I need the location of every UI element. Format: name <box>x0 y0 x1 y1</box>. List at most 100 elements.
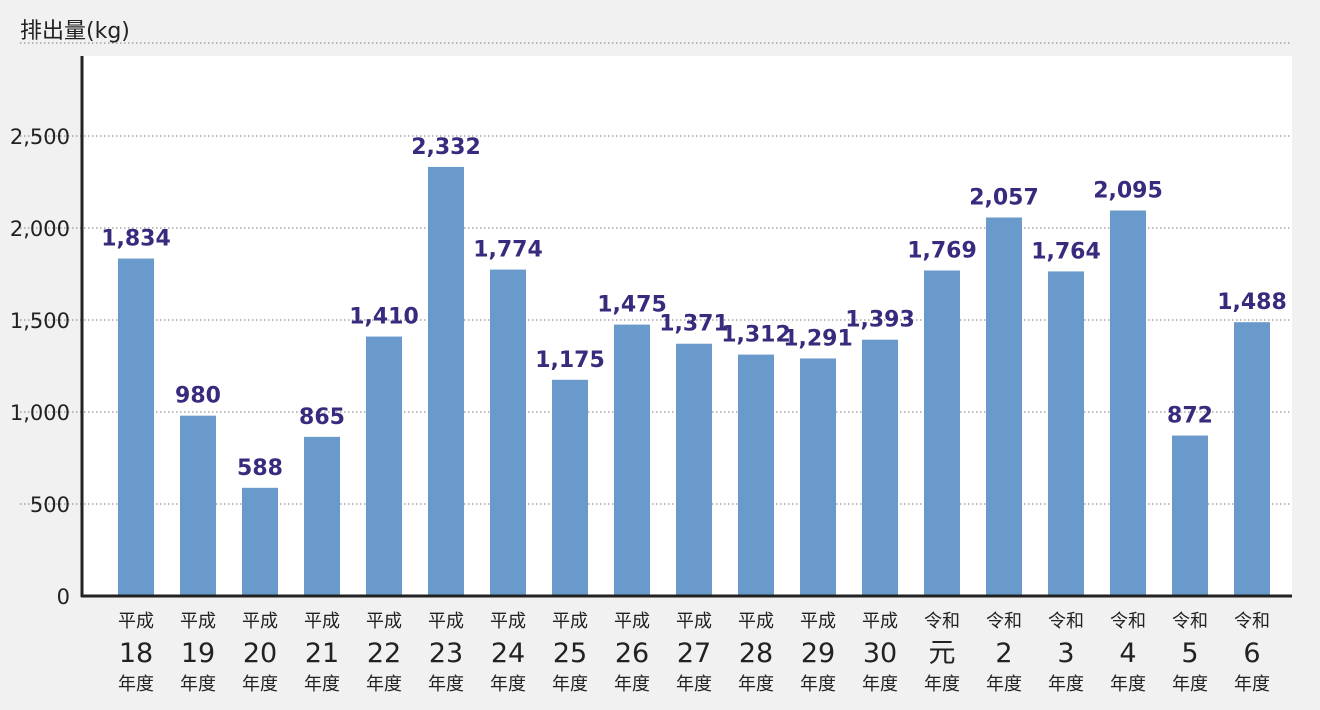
x-tick-label: 令和 3 年度 <box>1048 611 1084 695</box>
bar <box>180 415 216 596</box>
x-tick-label: 平成 24 年度 <box>490 611 526 695</box>
value-label: 1,291 <box>783 326 853 351</box>
x-tick-suffix: 年度 <box>1048 674 1084 695</box>
x-tick-number: 20 <box>243 638 277 669</box>
x-tick-suffix: 年度 <box>862 674 898 695</box>
x-tick-number: 元 <box>929 638 956 669</box>
bar <box>862 339 898 596</box>
bar <box>1234 322 1270 596</box>
x-tick-suffix: 年度 <box>552 674 588 695</box>
y-tick-label: 2,000 <box>10 217 70 241</box>
x-tick-number: 23 <box>429 638 463 669</box>
x-tick-label: 平成 20 年度 <box>242 611 278 695</box>
x-tick-number: 30 <box>863 638 897 669</box>
x-tick-era: 平成 <box>552 611 588 632</box>
bar <box>304 436 340 596</box>
x-tick-label: 平成 19 年度 <box>180 611 216 695</box>
y-tick-label: 500 <box>30 493 70 517</box>
bar <box>986 217 1022 596</box>
value-label: 2,057 <box>969 186 1039 211</box>
value-label: 865 <box>299 405 345 430</box>
value-label: 588 <box>237 456 283 481</box>
x-tick-era: 令和 <box>1172 611 1208 632</box>
x-tick-era: 平成 <box>180 611 216 632</box>
x-tick-number: 25 <box>553 638 587 669</box>
x-tick-era: 令和 <box>986 611 1022 632</box>
value-label: 1,764 <box>1031 239 1101 264</box>
value-label: 1,175 <box>535 348 605 373</box>
y-tick-labels: 0 500 1,000 1,500 2,000 2,500 <box>10 125 70 609</box>
x-tick-label: 平成 30 年度 <box>862 611 898 695</box>
x-tick-suffix: 年度 <box>1110 674 1146 695</box>
bar <box>800 358 836 596</box>
x-tick-label: 令和 6 年度 <box>1234 611 1270 695</box>
x-tick-suffix: 年度 <box>428 674 464 695</box>
x-tick-number: 5 <box>1181 638 1198 669</box>
bar <box>676 343 712 596</box>
x-tick-era: 令和 <box>1048 611 1084 632</box>
x-tick-label: 平成 28 年度 <box>738 611 774 695</box>
bars <box>118 166 1270 597</box>
y-axis-title: 排出量(kg) <box>20 19 130 44</box>
x-tick-number: 27 <box>677 638 711 669</box>
x-tick-suffix: 年度 <box>924 674 960 695</box>
value-label: 1,774 <box>473 238 543 263</box>
y-tick-label: 0 <box>57 585 70 609</box>
x-tick-labels: 平成18年度平成19年度平成20年度平成21年度平成22年度平成23年度平成24… <box>118 611 1270 695</box>
x-tick-era: 平成 <box>366 611 402 632</box>
value-label: 1,769 <box>907 239 977 264</box>
x-tick-number: 19 <box>181 638 215 669</box>
bar <box>1172 435 1208 596</box>
x-tick-era: 平成 <box>738 611 774 632</box>
value-label: 1,371 <box>659 312 729 337</box>
bar <box>118 258 154 596</box>
x-tick-number: 21 <box>305 638 339 669</box>
bar <box>552 379 588 596</box>
x-tick-suffix: 年度 <box>676 674 712 695</box>
value-label: 2,095 <box>1093 179 1163 204</box>
x-tick-era: 平成 <box>490 611 526 632</box>
x-tick-suffix: 年度 <box>180 674 216 695</box>
y-tick-label: 2,500 <box>10 125 70 149</box>
bar <box>738 354 774 596</box>
x-tick-suffix: 年度 <box>242 674 278 695</box>
y-tick-label: 1,000 <box>10 401 70 425</box>
x-tick-suffix: 年度 <box>118 674 154 695</box>
value-label: 1,488 <box>1217 290 1287 315</box>
value-label: 1,834 <box>101 227 171 252</box>
x-tick-suffix: 年度 <box>490 674 526 695</box>
value-label: 872 <box>1167 404 1213 429</box>
x-tick-era: 令和 <box>1234 611 1270 632</box>
x-tick-number: 4 <box>1119 638 1136 669</box>
x-tick-suffix: 年度 <box>304 674 340 695</box>
value-label: 1,410 <box>349 305 419 330</box>
x-tick-era: 平成 <box>800 611 836 632</box>
x-tick-era: 令和 <box>924 611 960 632</box>
x-tick-suffix: 年度 <box>800 674 836 695</box>
x-tick-label: 平成 25 年度 <box>552 611 588 695</box>
x-tick-era: 平成 <box>862 611 898 632</box>
x-tick-label: 平成 27 年度 <box>676 611 712 695</box>
x-tick-number: 18 <box>119 638 153 669</box>
bar <box>614 324 650 596</box>
x-tick-era: 令和 <box>1110 611 1146 632</box>
x-tick-suffix: 年度 <box>614 674 650 695</box>
x-tick-number: 24 <box>491 638 525 669</box>
x-tick-suffix: 年度 <box>1172 674 1208 695</box>
x-tick-number: 6 <box>1243 638 1260 669</box>
x-tick-label: 平成 29 年度 <box>800 611 836 695</box>
x-tick-suffix: 年度 <box>738 674 774 695</box>
x-tick-era: 平成 <box>242 611 278 632</box>
x-tick-label: 平成 21 年度 <box>304 611 340 695</box>
x-tick-era: 平成 <box>676 611 712 632</box>
x-tick-label: 平成 18 年度 <box>118 611 154 695</box>
value-label: 1,475 <box>597 293 667 318</box>
x-tick-label: 令和 2 年度 <box>986 611 1022 695</box>
x-tick-label: 平成 22 年度 <box>366 611 402 695</box>
x-tick-label: 平成 23 年度 <box>428 611 464 695</box>
x-tick-number: 2 <box>995 638 1012 669</box>
bar <box>366 336 402 596</box>
value-labels: 1,8349805888651,4102,3321,7741,1751,4751… <box>101 135 1287 481</box>
x-tick-number: 26 <box>615 638 649 669</box>
